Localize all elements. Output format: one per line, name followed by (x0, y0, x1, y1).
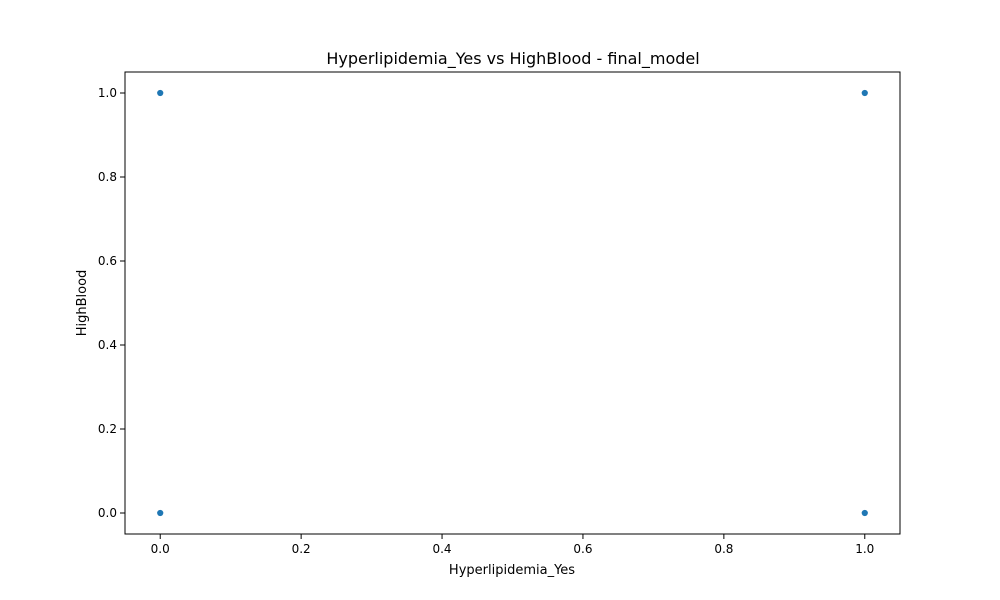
x-tick-label: 0.8 (714, 542, 733, 556)
y-tick-label: 0.0 (98, 506, 117, 520)
x-tick-label: 0.6 (573, 542, 592, 556)
x-tick-label: 1.0 (855, 542, 874, 556)
y-axis-label: HighBlood (75, 270, 90, 337)
y-tick-label: 0.8 (98, 170, 117, 184)
y-tick-label: 0.2 (98, 422, 117, 436)
x-tick-label: 0.4 (432, 542, 451, 556)
x-tick-label: 0.0 (151, 542, 170, 556)
chart-title: Hyperlipidemia_Yes vs HighBlood - final_… (326, 49, 699, 69)
plot-area-frame (124, 71, 901, 535)
x-axis-label: Hyperlipidemia_Yes (449, 563, 575, 578)
y-axis: 0.0 0.2 0.4 0.6 0.8 1.0 (98, 86, 125, 520)
scatter-point (156, 509, 165, 517)
x-tick-label: 0.2 (292, 542, 311, 556)
x-axis: 0.0 0.2 0.4 0.6 0.8 1.0 (151, 534, 874, 556)
y-tick-label: 0.4 (98, 338, 117, 352)
y-tick-label: 0.6 (98, 254, 117, 268)
scatter-point (860, 509, 869, 517)
scatter-point (860, 89, 869, 97)
y-tick-label: 1.0 (98, 86, 117, 100)
scatter-point (156, 89, 165, 97)
data-points (156, 89, 869, 517)
